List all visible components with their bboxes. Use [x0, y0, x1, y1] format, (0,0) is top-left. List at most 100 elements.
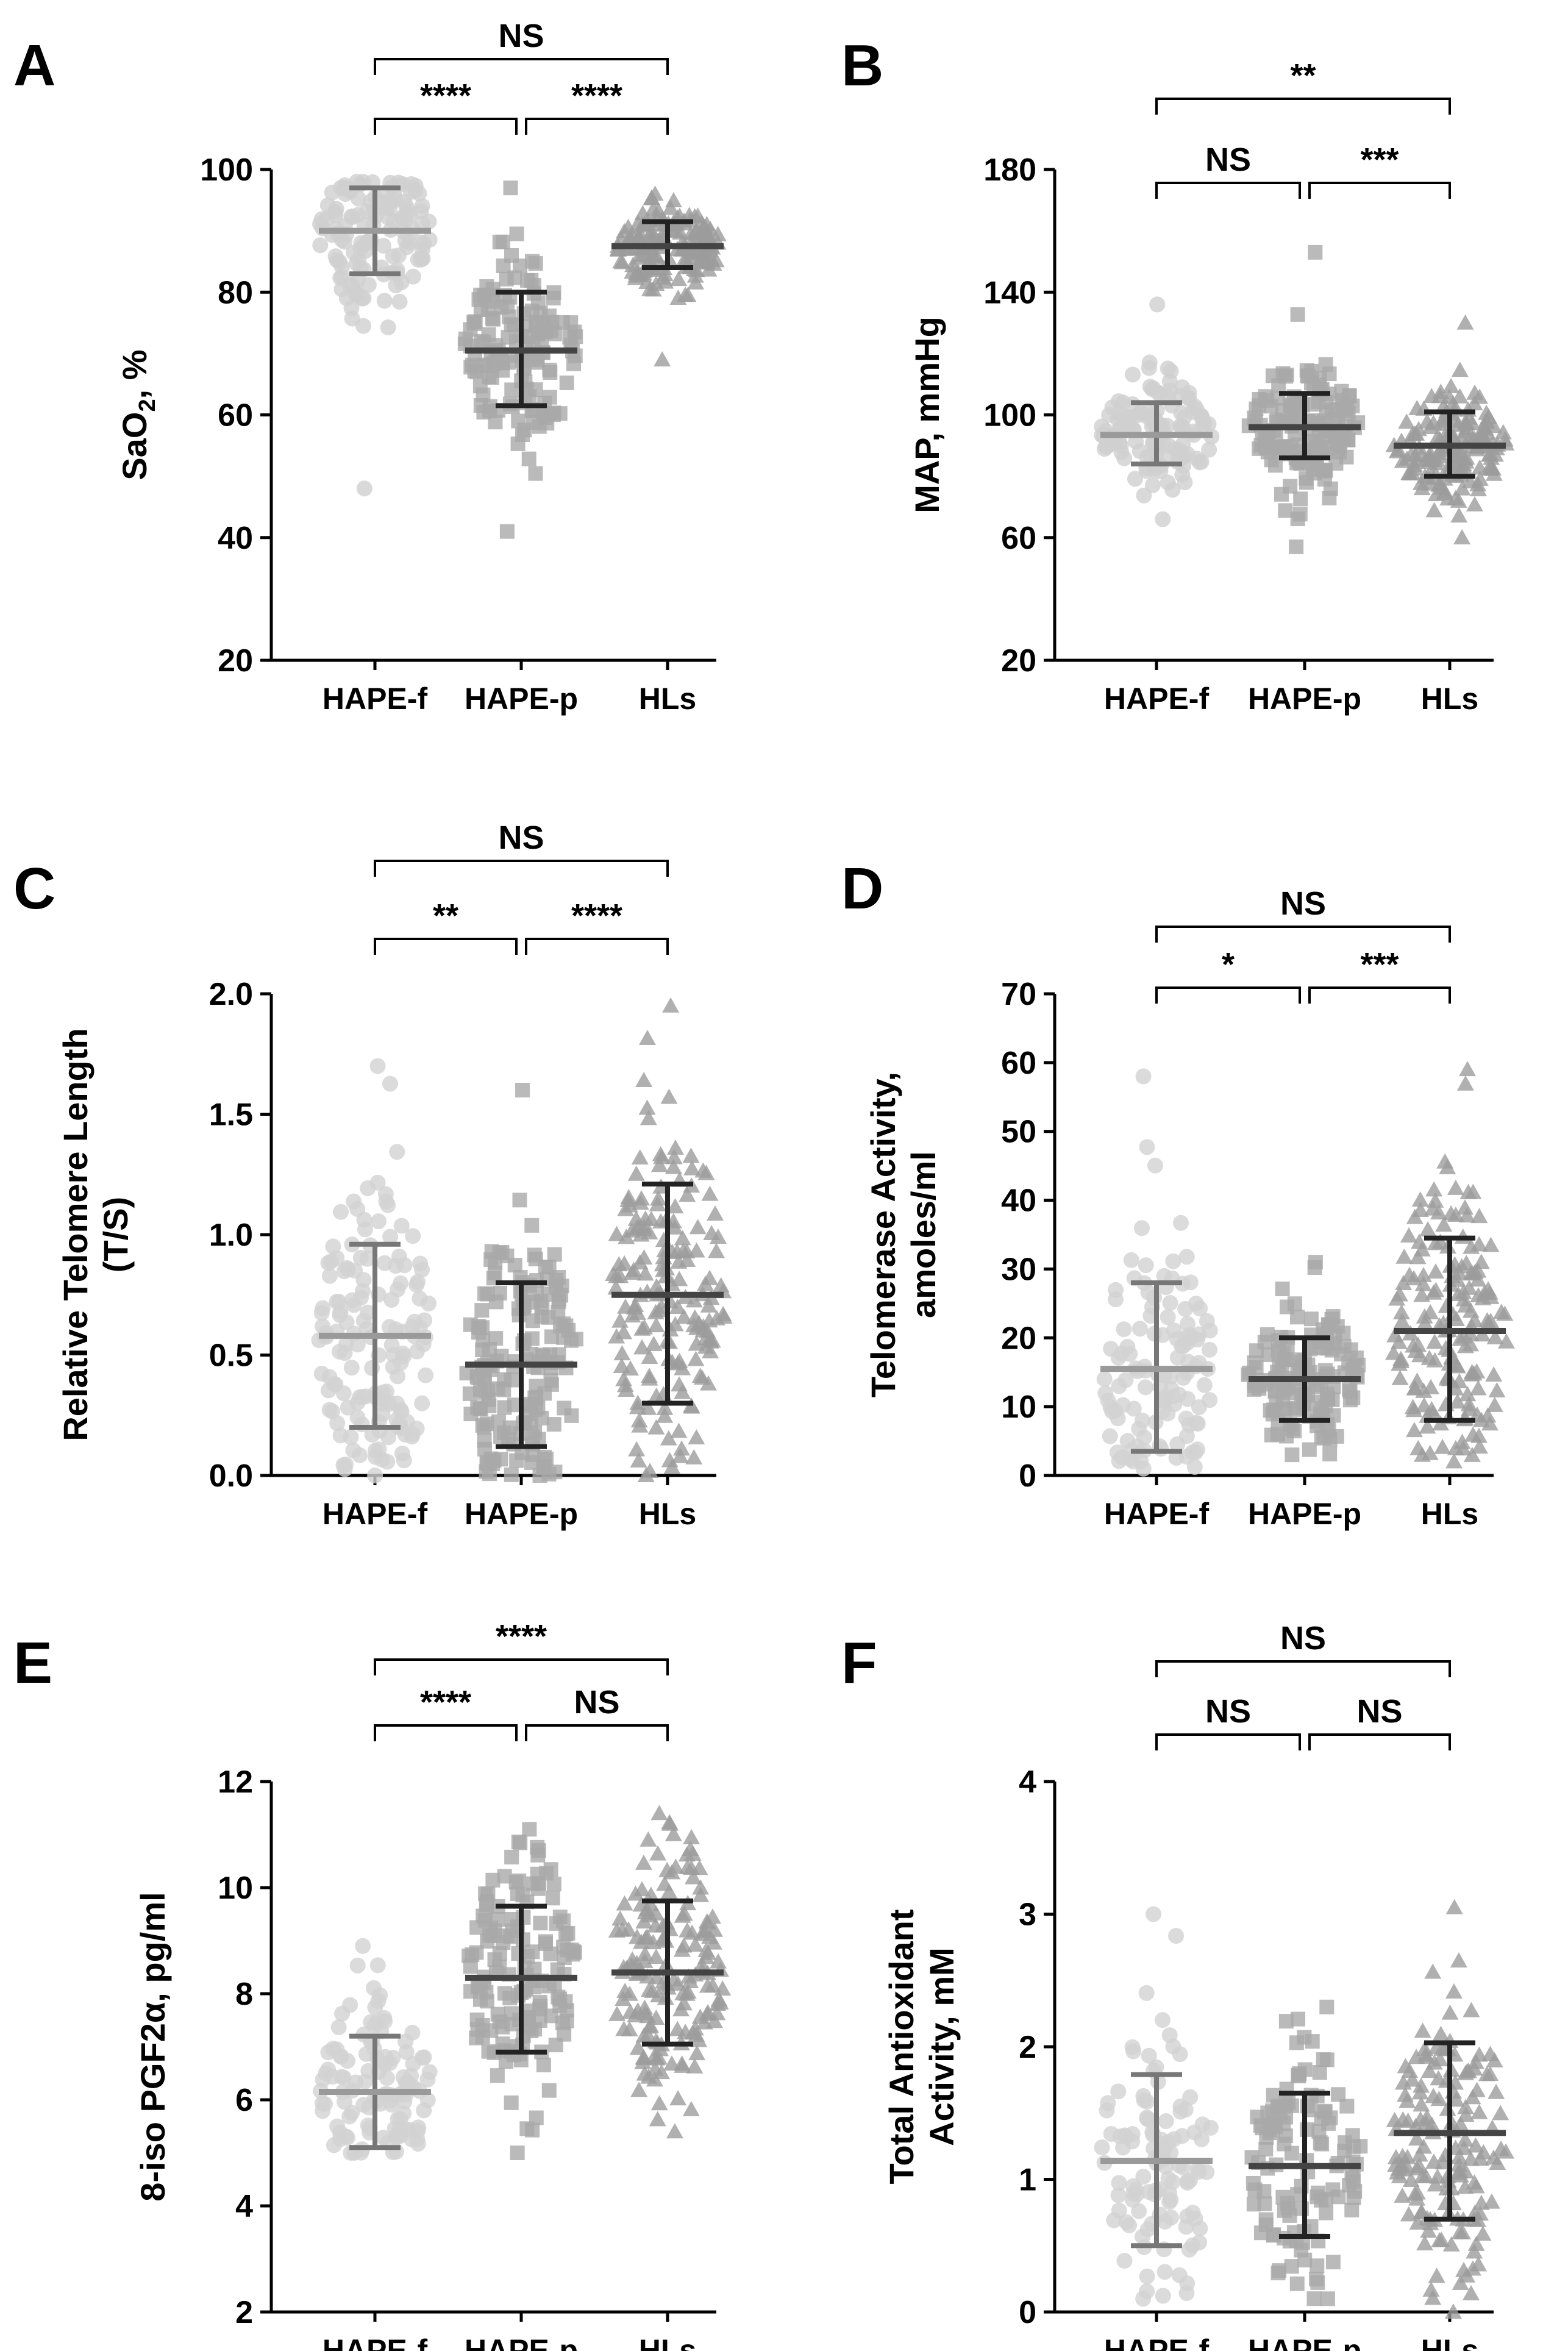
data-point	[556, 1913, 571, 1928]
x-category-label: HAPE-f	[323, 2333, 428, 2351]
data-point	[1413, 1241, 1431, 1257]
data-point	[678, 1985, 696, 2001]
data-point	[503, 1929, 518, 1944]
data-point	[1406, 2185, 1424, 2201]
significance-label: *	[1222, 946, 1235, 983]
data-point	[1201, 441, 1217, 458]
data-point	[1311, 377, 1327, 393]
data-point	[1445, 1983, 1463, 1999]
data-point	[504, 382, 519, 398]
bracket-line	[1155, 926, 1451, 943]
data-point	[525, 1331, 540, 1346]
data-point	[376, 2129, 392, 2146]
data-point	[640, 1399, 657, 1415]
data-point	[696, 2014, 713, 2030]
data-point	[1123, 1252, 1139, 1268]
data-point	[1422, 2281, 1440, 2297]
data-point	[705, 1934, 722, 1950]
data-point	[1267, 2116, 1282, 2131]
data-point	[1391, 2167, 1408, 2183]
data-point	[1428, 2039, 1445, 2055]
x-category-label: HAPE-p	[1248, 1497, 1361, 1531]
y-axis-title-line: Relative Telomere Length	[56, 1028, 94, 1441]
data-point	[346, 1193, 362, 1210]
data-point	[1195, 416, 1211, 432]
data-point	[663, 2055, 680, 2071]
data-point	[1469, 1406, 1486, 1422]
data-point	[474, 1303, 490, 1318]
data-point	[1420, 1349, 1438, 1365]
significance-label: NS	[1356, 1693, 1402, 1730]
significance-bracket: ****	[374, 77, 518, 135]
data-point	[1316, 2052, 1331, 2067]
data-point	[372, 1987, 388, 2003]
data-point	[397, 2033, 414, 2050]
data-point	[1278, 2014, 1294, 2029]
data-point	[1163, 2144, 1179, 2161]
data-point	[1413, 2203, 1430, 2219]
y-tick-label: 12	[218, 1764, 253, 1800]
data-point	[1454, 2224, 1472, 2239]
data-point	[1481, 1415, 1499, 1431]
data-point	[607, 1279, 625, 1295]
data-point	[1110, 411, 1126, 427]
data-point	[1453, 480, 1471, 496]
data-point	[1394, 2157, 1411, 2172]
data-point	[608, 1225, 625, 1241]
data-point	[385, 213, 402, 229]
data-point	[1464, 1426, 1482, 1442]
data-point	[644, 281, 662, 297]
significance-label: ****	[496, 1618, 547, 1655]
significance-label: NS	[498, 819, 544, 856]
data-point	[1413, 447, 1430, 463]
data-point	[1445, 1899, 1463, 1914]
data-point	[1459, 1386, 1477, 1402]
data-point	[694, 252, 711, 268]
data-point	[327, 1376, 344, 1393]
data-point	[473, 1979, 488, 1994]
data-point	[1472, 1254, 1490, 1269]
data-point	[692, 1886, 710, 1902]
data-point	[530, 1839, 545, 1855]
data-point	[1418, 413, 1436, 429]
data-point	[1319, 2205, 1334, 2221]
data-point	[636, 1946, 654, 1961]
data-point	[1395, 1248, 1413, 1264]
data-point	[482, 1342, 497, 1357]
significance-bracket: **	[374, 897, 518, 955]
data-point	[687, 1350, 705, 1366]
data-point	[1388, 1290, 1406, 1306]
series-hape-p	[1241, 244, 1366, 554]
data-point	[647, 1317, 665, 1333]
data-point	[488, 415, 503, 430]
data-point	[473, 1401, 488, 1416]
data-point	[486, 356, 501, 371]
data-point	[493, 1429, 508, 1444]
data-point	[697, 1338, 715, 1354]
data-point	[1133, 1454, 1149, 1470]
data-point	[1302, 1442, 1317, 1457]
data-point	[1135, 1068, 1152, 1085]
data-point	[403, 176, 419, 193]
data-point	[666, 1219, 683, 1235]
data-point	[1457, 2099, 1475, 2114]
data-point	[1110, 2187, 1127, 2203]
data-point	[1320, 2291, 1335, 2306]
y-axis-title-line: Telomerase Activity,	[864, 1072, 902, 1397]
data-point	[1485, 418, 1503, 433]
data-point	[568, 329, 583, 344]
y-tick-label: 60	[1001, 521, 1036, 556]
bracket-line	[374, 860, 669, 877]
data-point	[1113, 444, 1130, 460]
significance-bracket: ****	[525, 77, 669, 135]
data-point	[559, 375, 574, 390]
data-point	[641, 2017, 659, 2033]
data-point	[339, 2053, 355, 2069]
data-point	[405, 1228, 421, 1244]
data-point	[1463, 2285, 1480, 2300]
data-point	[665, 1149, 683, 1165]
data-point	[613, 1358, 630, 1374]
y-tick-label: 20	[1001, 1321, 1036, 1356]
data-point	[1202, 2119, 1219, 2136]
data-point	[691, 1368, 709, 1383]
